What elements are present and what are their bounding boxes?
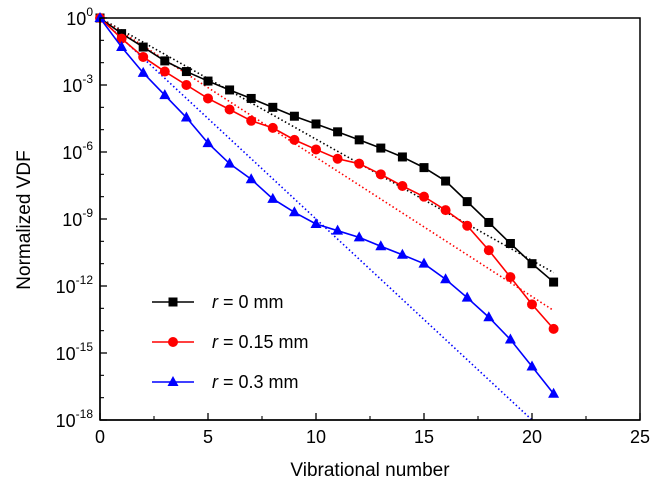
- data-point: [289, 111, 299, 121]
- data-point: [138, 42, 148, 52]
- data-point: [267, 122, 278, 133]
- data-point: [202, 137, 214, 148]
- data-point: [160, 56, 170, 66]
- data-point: [137, 66, 149, 77]
- data-point: [225, 85, 235, 95]
- legend-item: r = 0 mm: [152, 292, 284, 312]
- data-point: [549, 277, 559, 287]
- x-tick-label: 20: [522, 427, 542, 447]
- legend-item: r = 0.3 mm: [152, 372, 299, 392]
- data-point: [440, 273, 452, 284]
- data-point: [354, 135, 364, 145]
- data-point: [116, 33, 127, 44]
- y-tick-label: 10-12: [56, 273, 94, 297]
- y-tick-label: 10-9: [62, 206, 93, 230]
- data-point: [159, 89, 171, 100]
- data-point: [267, 192, 279, 203]
- data-point: [180, 111, 192, 122]
- series-line: [99, 17, 555, 330]
- data-point: [224, 104, 235, 115]
- data-point: [246, 115, 257, 126]
- data-point: [332, 153, 343, 164]
- data-point: [116, 41, 128, 52]
- legend-label: r = 0.3 mm: [212, 372, 299, 392]
- data-point: [548, 323, 559, 334]
- data-point: [483, 245, 494, 256]
- legend-marker: [167, 376, 179, 386]
- data-point: [224, 157, 236, 168]
- data-point: [397, 181, 408, 192]
- legend: r = 0 mm r = 0.15 mm r = 0.3 mm: [152, 292, 309, 392]
- x-tick-label: 25: [630, 427, 650, 447]
- series-layer: [94, 12, 560, 398]
- data-point: [419, 163, 429, 173]
- data-point: [203, 93, 213, 104]
- plot-frame: [99, 17, 641, 421]
- data-point: [181, 67, 191, 77]
- data-point: [418, 257, 430, 268]
- data-point: [397, 152, 407, 162]
- data-point: [94, 12, 106, 22]
- fit-lines-layer: [99, 17, 555, 421]
- data-point: [375, 169, 386, 180]
- data-point: [311, 119, 321, 129]
- x-tick-label: 0: [95, 427, 105, 447]
- data-point: [246, 93, 256, 103]
- y-tick-label: 10-6: [62, 139, 93, 163]
- data-point: [353, 231, 365, 242]
- y-tick-label: 10-3: [62, 72, 93, 96]
- data-point: [268, 102, 278, 112]
- data-point: [375, 240, 387, 251]
- axes-layer: 0 5 10 15 20 25 10-18 10-15 10-12 10-9 10-6 10-3 100: [56, 5, 650, 447]
- data-point: [376, 143, 386, 153]
- data-point: [419, 191, 429, 202]
- data-point: [354, 158, 365, 169]
- legend-label: r = 0 mm: [212, 292, 284, 312]
- data-point: [181, 80, 192, 90]
- y-tick-label: 100: [66, 5, 93, 29]
- legend-item: r = 0.15 mm: [152, 332, 309, 352]
- data-point: [527, 299, 537, 310]
- legend-label: r = 0.15 mm: [212, 332, 309, 352]
- y-tick-label: 10-18: [56, 407, 94, 431]
- fit-line-1: [99, 17, 554, 274]
- data-point: [527, 259, 537, 269]
- data-point: [462, 197, 472, 207]
- data-point: [289, 134, 300, 145]
- data-point: [310, 217, 322, 228]
- data-point: [505, 272, 516, 283]
- data-point: [505, 238, 515, 248]
- data-point: [288, 206, 300, 217]
- data-point: [138, 51, 149, 62]
- data-point: [461, 291, 473, 302]
- y-axis-title: Normalized VDF: [14, 150, 35, 289]
- data-point: [159, 66, 170, 77]
- y-tick-label: 10-15: [56, 340, 94, 364]
- series-3: [94, 12, 560, 398]
- data-point: [526, 360, 538, 371]
- data-point: [203, 76, 213, 86]
- x-tick-label: 10: [306, 427, 326, 447]
- data-point: [484, 217, 494, 227]
- data-point: [333, 127, 343, 137]
- data-point: [483, 311, 495, 322]
- data-point: [311, 144, 321, 155]
- series-line: [99, 17, 555, 283]
- x-tick-label: 15: [414, 427, 434, 447]
- x-axis-title: Vibrational number: [290, 460, 450, 481]
- data-point: [504, 333, 516, 344]
- series-line: [99, 17, 555, 395]
- legend-marker: [168, 297, 178, 307]
- data-point: [332, 224, 344, 235]
- data-point: [462, 220, 473, 231]
- x-tick-label: 5: [203, 427, 213, 447]
- data-point: [441, 176, 451, 186]
- data-point: [245, 173, 257, 184]
- legend-marker: [168, 337, 178, 347]
- data-point: [396, 248, 408, 259]
- data-point: [440, 205, 451, 216]
- data-point: [548, 387, 560, 398]
